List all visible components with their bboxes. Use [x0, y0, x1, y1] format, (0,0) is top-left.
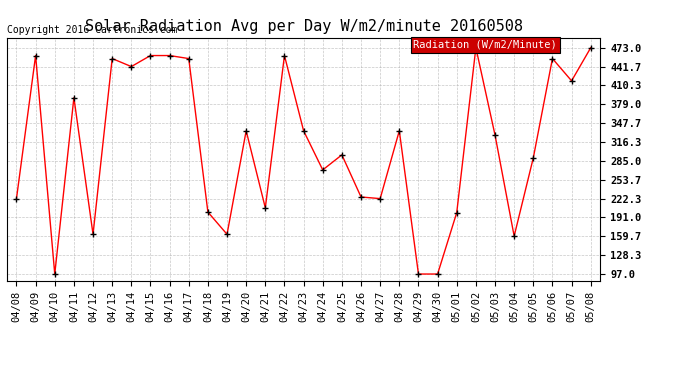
Text: Radiation (W/m2/Minute): Radiation (W/m2/Minute)	[413, 40, 557, 50]
Text: Copyright 2016 Cartronics.com: Copyright 2016 Cartronics.com	[7, 25, 177, 35]
Title: Solar Radiation Avg per Day W/m2/minute 20160508: Solar Radiation Avg per Day W/m2/minute …	[85, 18, 522, 33]
